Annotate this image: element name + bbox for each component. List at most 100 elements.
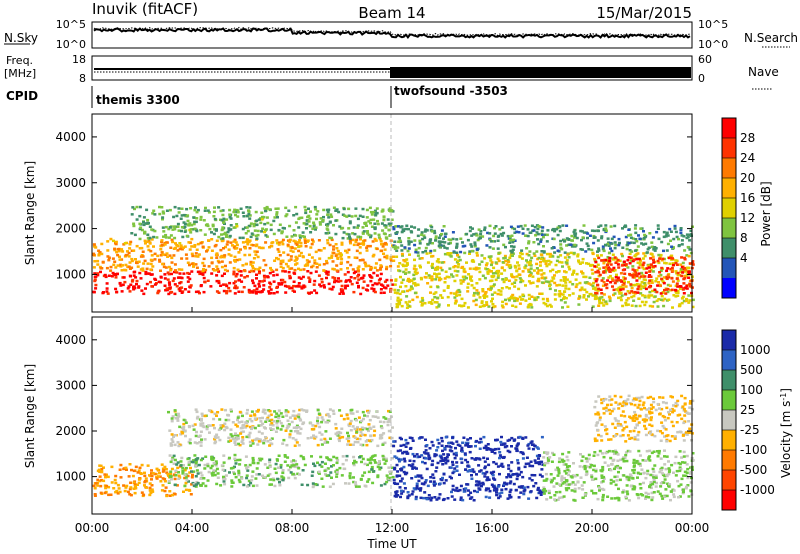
power-cell-band-5	[648, 270, 652, 273]
velocity-cell-band-0	[126, 490, 130, 494]
velocity-cell-band-2	[257, 430, 261, 434]
power-cell-band-3	[485, 262, 489, 265]
velocity-cell-band-4	[636, 476, 639, 479]
power-cell-band-1	[335, 269, 339, 272]
power-cell-band-1	[332, 251, 336, 255]
velocity-cell-band-1	[212, 462, 216, 465]
power-cell-band-3	[574, 285, 578, 289]
power-cell-band-5	[658, 271, 662, 274]
power-cell-band-3	[540, 257, 543, 261]
power-cell-band-2	[184, 214, 188, 218]
velocity-cell-band-1	[174, 469, 178, 472]
power-cell-band-3	[607, 276, 611, 279]
power-cell-band-0	[310, 291, 313, 294]
velocity-cell-band-1	[371, 481, 375, 485]
velocity-cell-band-1	[383, 462, 387, 465]
velocity-cell-band-0	[114, 490, 118, 494]
velocity-cell-band-2	[366, 409, 369, 413]
power-cell-band-2	[221, 226, 225, 229]
power-cell-band-4	[407, 243, 411, 246]
power-cell-band-3	[490, 279, 494, 282]
power-cell-band-2	[383, 232, 387, 236]
velocity-cell-band-1	[320, 465, 324, 468]
power-cell-band-1	[180, 248, 184, 251]
power-cell-band-0	[349, 276, 353, 279]
velocity-cell-band-2	[258, 417, 262, 420]
velocity-cell-band-3	[525, 456, 529, 459]
power-cell-band-0	[383, 280, 387, 283]
power-cell-band-3	[511, 254, 514, 257]
power-cell-band-3	[406, 303, 410, 306]
power-cell-band-0	[375, 282, 379, 286]
velocity-cell-band-2	[200, 412, 204, 416]
power-cell-band-4	[400, 249, 404, 252]
power-cell-band-1	[124, 253, 128, 257]
velocity-cell-band-1	[255, 484, 259, 487]
power-cell-band-3	[595, 265, 598, 269]
power-cell-band-0	[188, 277, 192, 281]
velocity-cell-band-3	[541, 463, 545, 466]
power-cell-band-4	[565, 224, 569, 227]
power-cell-band-1	[143, 239, 147, 243]
velocity-cell-band-0	[110, 465, 114, 469]
power-cell-band-0	[339, 279, 343, 283]
power-cell-band-1	[256, 255, 260, 259]
power-cell-band-3	[633, 283, 637, 287]
velocity-cell-band-3	[410, 477, 414, 480]
power-cell-band-4	[516, 225, 520, 228]
power-cbar-label-1: 24	[740, 151, 755, 165]
velocity-cell-band-2	[229, 433, 233, 436]
power-cell-band-1	[120, 269, 124, 272]
velocity-cell-band-3	[449, 446, 453, 449]
power-cell-band-0	[203, 280, 207, 284]
power-cell-band-3	[499, 290, 503, 293]
power-cell-band-1	[355, 256, 359, 260]
velocity-cell-band-3	[419, 474, 423, 477]
velocity-cell-band-2	[234, 432, 237, 435]
power-cell-band-3	[633, 292, 637, 295]
power-cell-band-4	[520, 249, 524, 252]
power-cell-band-2	[148, 236, 152, 240]
power-cell-band-2	[186, 219, 190, 223]
velocity-cell-band-1	[194, 460, 198, 463]
power-cell-band-2	[328, 236, 332, 240]
velocity-cell-band-2	[319, 438, 323, 441]
velocity-cell-band-0	[169, 472, 172, 476]
velocity-cell-band-2	[274, 430, 278, 433]
power-cell-band-5	[639, 275, 643, 278]
power-cell-band-0	[254, 292, 258, 295]
power-cell-band-3	[638, 283, 642, 286]
power-cell-band-5	[608, 259, 612, 263]
velocity-cell-band-4	[656, 455, 660, 458]
power-cell-band-2	[369, 235, 373, 239]
power-cell-band-2	[164, 233, 168, 237]
velocity-cell-band-2	[183, 429, 187, 433]
velocity-cell-band-3	[498, 492, 502, 495]
velocity-cell-band-4	[563, 469, 567, 473]
power-cell-band-1	[246, 243, 250, 246]
velocity-cell-band-4	[648, 449, 652, 453]
power-cell-band-1	[351, 238, 355, 242]
velocity-cell-band-2	[200, 419, 203, 422]
velocity-cell-band-2	[379, 425, 383, 428]
velocity-cell-band-3	[509, 488, 513, 492]
power-cell-band-0	[333, 280, 336, 284]
velocity-cell-band-2	[381, 443, 385, 446]
power-cell-band-3	[643, 303, 647, 307]
power-cell-band-4	[662, 249, 665, 253]
velocity-cell-band-1	[279, 463, 283, 467]
power-cell-band-4	[534, 234, 538, 237]
velocity-cell-band-2	[224, 418, 228, 422]
velocity-cell-band-1	[276, 477, 280, 481]
velocity-cell-band-3	[521, 451, 525, 454]
velocity-cell-band-0	[144, 477, 148, 480]
velocity-cell-band-2	[387, 429, 391, 433]
power-cell-band-0	[373, 290, 377, 294]
power-cell-band-5	[682, 277, 686, 281]
velocity-cell-band-3	[497, 496, 501, 500]
power-cell-band-3	[453, 265, 457, 268]
power-cell-band-3	[637, 297, 641, 300]
velocity-cell-band-1	[202, 477, 206, 480]
power-cell-band-4	[417, 246, 421, 250]
